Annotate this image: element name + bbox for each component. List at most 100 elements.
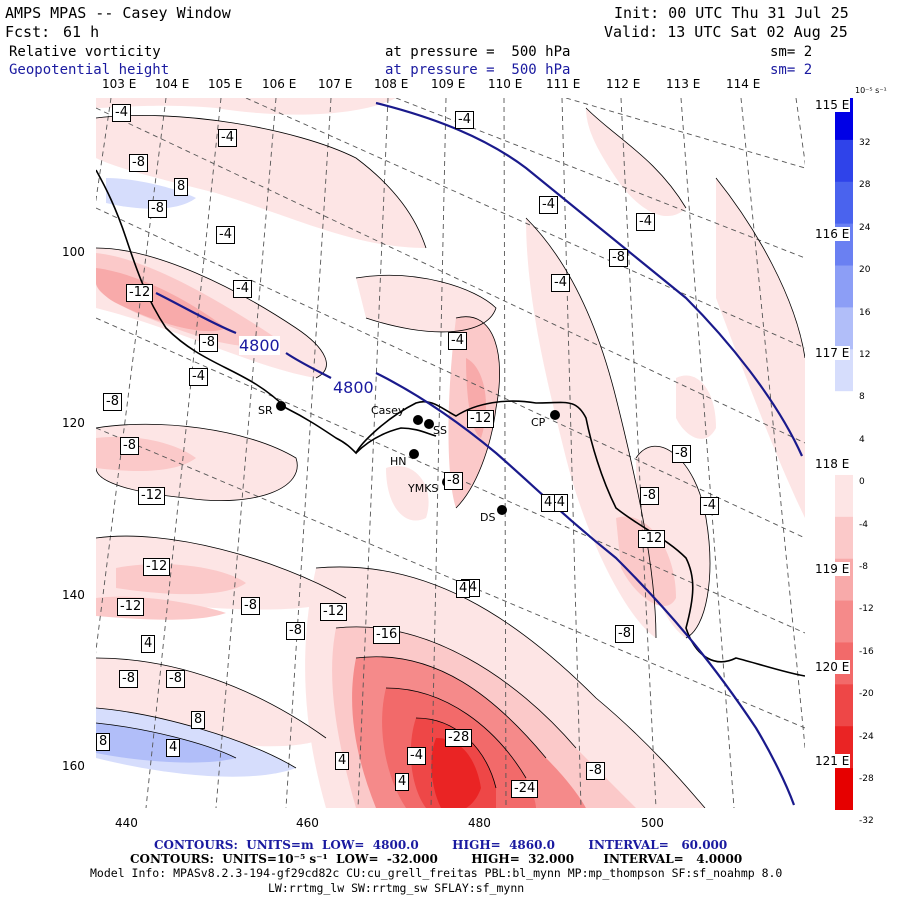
colorbar-tick-label: 8	[859, 392, 865, 403]
vorticity-contour-label: -8	[640, 487, 659, 505]
vorticity-contour-label: -8	[615, 625, 634, 643]
vorticity-contour-label: -4	[216, 226, 235, 244]
colorbar-tick-label: -16	[859, 646, 874, 657]
station-label-ss: SS	[433, 424, 447, 437]
vorticity-contour-label: -4	[700, 497, 719, 515]
colorbar-tick-label: -32	[859, 816, 874, 827]
vorticity-contour-label: -8	[119, 670, 138, 688]
station-label-ymks: YMKS	[408, 482, 439, 495]
vorticity-contour-label: -8	[103, 393, 122, 411]
x-tick-label: 480	[468, 816, 491, 830]
colorbar-tick-label: -8	[859, 562, 868, 572]
longitude-label: 111 E	[546, 77, 581, 91]
colorbar-swatch	[835, 265, 853, 308]
field1-level: at pressure = 500 hPa	[385, 44, 571, 60]
valid-time: Valid: 13 UTC Sat 02 Aug 25	[604, 23, 848, 41]
vorticity-map	[96, 98, 805, 808]
y-tick-label: 140	[62, 588, 85, 602]
colorbar-tick-label: -24	[859, 731, 874, 742]
station-label-sr: SR	[258, 404, 273, 417]
vorticity-contour-label: -24	[511, 780, 539, 798]
vorticity-contour-label: 4	[541, 494, 556, 512]
latitude-label: 121 E	[814, 754, 851, 768]
colorbar-swatch	[835, 768, 853, 810]
vorticity-contour-label: -8	[286, 622, 305, 640]
station-label-cp: CP	[531, 416, 546, 429]
vorticity-contour-label: -4	[539, 196, 558, 214]
vorticity-contour-label: -4	[189, 368, 208, 386]
longitude-label: 108 E	[374, 77, 409, 91]
vorticity-contour-label: -4	[551, 274, 570, 292]
longitude-label: 114 E	[726, 77, 761, 91]
y-tick-label: 100	[62, 245, 85, 259]
colorbar-tick-label: -12	[859, 604, 874, 615]
latitude-label: 119 E	[814, 562, 851, 576]
longitude-label: 112 E	[606, 77, 641, 91]
vorticity-contour-label: 4	[395, 773, 410, 791]
colorbar-tick-label: 32	[859, 138, 871, 148]
vorticity-contour-label: -4	[455, 111, 474, 129]
vorticity-contour-label: -12	[638, 530, 666, 548]
colorbar-tick-label: 28	[859, 180, 871, 191]
vorticity-contour-label: 8	[174, 178, 189, 196]
vorticity-contour-label: -8	[672, 445, 691, 463]
vorticity-contour-label: -4	[407, 747, 426, 765]
colorbar-swatch	[835, 516, 853, 560]
latitude-label: 117 E	[814, 346, 851, 360]
colorbar-tick-label: 12	[859, 350, 871, 360]
vorticity-contour-label: 4	[335, 752, 350, 770]
colorbar-swatch	[835, 474, 853, 518]
x-tick-label: 500	[641, 816, 664, 830]
latitude-label: 118 E	[814, 457, 851, 471]
vorticity-contour-label: 4	[456, 580, 471, 598]
station-markers	[276, 401, 560, 515]
vorticity-contour-label: -4	[112, 104, 131, 122]
vorticity-contour-info: CONTOURS: UNITS=10⁻⁵ s⁻¹ LOW= -32.000 HI…	[130, 852, 743, 866]
x-tick-label: 460	[296, 816, 319, 830]
colorbar-tick-label: -28	[859, 774, 874, 784]
vorticity-contour-label: -8	[241, 597, 260, 615]
vorticity-contour-label: -8	[609, 249, 628, 267]
colorbar-tick-label: 20	[859, 265, 871, 276]
vorticity-contour-label: -28	[445, 729, 473, 747]
plot-title: AMPS MPAS -- Casey Window	[5, 4, 231, 22]
geopotential-height-contours	[155, 101, 804, 806]
vorticity-contour-label: 8	[191, 711, 206, 729]
colorbar-swatch	[835, 139, 853, 183]
vorticity-contour-label: -16	[373, 626, 401, 644]
y-tick-label: 160	[62, 759, 85, 773]
model-info-physics: LW:rrtmg_lw SW:rrtmg_sw SFLAY:sf_mynn	[268, 881, 525, 895]
colorbar-tick-label: 16	[859, 307, 871, 318]
colorbar-swatch	[835, 307, 853, 350]
vorticity-contour-label: -4	[636, 213, 655, 231]
vorticity-contour-label: -4	[218, 129, 237, 147]
vorticity-contour-label: -4	[233, 280, 252, 298]
vorticity-contour-label: -12	[467, 410, 495, 428]
graticule-lines	[96, 98, 805, 808]
longitude-label: 110 E	[488, 77, 523, 91]
vorticity-contour-label: -8	[444, 472, 463, 490]
colorbar-tick-label: 0	[859, 477, 865, 488]
colorbar-tick-label: -20	[859, 689, 874, 700]
field2-level: at pressure = 500 hPa	[385, 62, 571, 78]
longitude-label: 107 E	[318, 77, 353, 91]
forecast-label: Fcst:	[5, 23, 51, 41]
vorticity-contour-label: -12	[320, 603, 348, 621]
station-label-hn: HN	[390, 455, 407, 468]
longitude-label: 109 E	[431, 77, 466, 91]
height-contour-label: 4800	[333, 378, 374, 397]
forecast-hours: 61 h	[63, 23, 100, 41]
vorticity-contour-label: -8	[120, 437, 139, 455]
longitude-label: 104 E	[155, 77, 190, 91]
vorticity-contour-label: 4	[166, 739, 181, 757]
height-contour-label: 4800	[239, 336, 280, 355]
vorticity-contour-label: -12	[117, 598, 145, 616]
colorbar-swatch	[835, 600, 853, 643]
latitude-label: 115 E	[814, 98, 851, 112]
vorticity-contour-label: -12	[126, 284, 154, 302]
field1-name: Relative vorticity	[9, 44, 161, 60]
y-tick-label: 120	[62, 416, 85, 430]
init-time: Init: 00 UTC Thu 31 Jul 25	[614, 4, 849, 22]
latitude-label: 116 E	[814, 227, 851, 241]
height-contour-info: CONTOURS: UNITS=m LOW= 4800.0 HIGH= 4860…	[154, 838, 728, 852]
